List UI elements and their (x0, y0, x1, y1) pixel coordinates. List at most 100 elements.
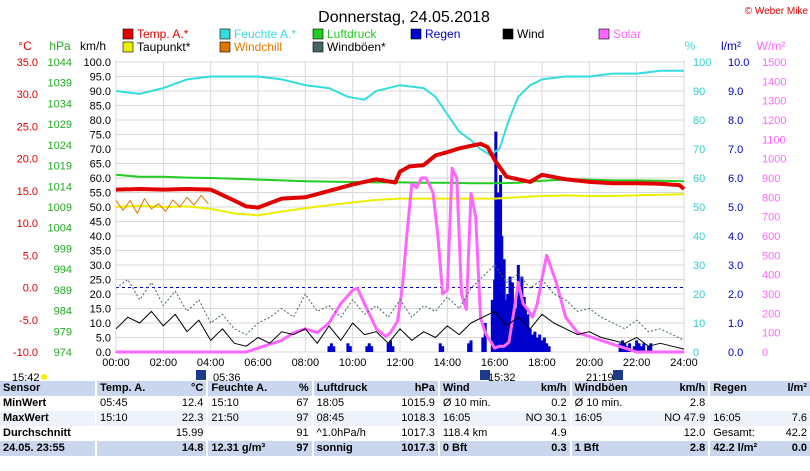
table-cell: 16:05 (569, 411, 648, 426)
pressure-tick-label: 994 (54, 264, 72, 276)
pressure-tick-label: 1009 (48, 202, 72, 214)
rain-bar (329, 343, 333, 352)
rain-bar (467, 343, 471, 352)
rain-bar (389, 340, 393, 352)
x-tick-label: 02:00 (150, 357, 178, 369)
table-cell: MaxWert (0, 411, 97, 426)
legend-label: Luftdruck (327, 27, 377, 41)
table-cell (569, 426, 648, 441)
table-cell: 67 (296, 397, 309, 409)
rain-bar (526, 314, 530, 352)
legend-label: Feuchte A.* (234, 27, 296, 41)
table-cell: 2.8 (647, 441, 710, 456)
stats-table-container: Sensor Temp. A. °C Feuchte A.% Luftdruck hPa W… (0, 381, 810, 471)
table-cell: NO 47.9 (647, 411, 710, 426)
table-cell: 14.8 (163, 441, 208, 456)
rain-tick-label: 9.0 (728, 86, 743, 98)
rain-tick-label: 5.0 (728, 202, 743, 214)
pressure-tick-label: 1014 (48, 181, 72, 193)
wind-tick-label: 20.0 (90, 289, 111, 301)
rain-tick-label: 1.0 (728, 318, 743, 330)
table-cell: Regen (708, 381, 775, 396)
temp-unit-label: °C (18, 39, 32, 53)
solar-tick-label: 1200 (762, 115, 786, 127)
axis-unit-labels: °C hPa km/h % l/m² W/m² (18, 39, 785, 53)
credit-text: © Weber Mike (745, 6, 809, 17)
rain-bar (481, 337, 485, 352)
table-cell: 16:05 (437, 411, 510, 426)
temp-tick-label: 35.0 (17, 57, 38, 69)
table-row: MaxWert 15:10 22.3 21:50 97 08:45 1018.3 16:05 N… (0, 411, 810, 426)
table-cell: km/h (647, 381, 710, 396)
table-cell: 15:10 (95, 411, 164, 426)
table-cell: 0.2 (551, 397, 567, 409)
rain-bar (346, 343, 350, 352)
table-cell: 15.99 (175, 427, 204, 439)
humidity-tick-label: 70 (693, 144, 705, 156)
pressure-tick-label: 1034 (48, 98, 72, 110)
pressure-tick-label: 979 (54, 326, 72, 338)
solar-tick-label: 500 (762, 250, 780, 262)
table-cell: Windböen (569, 381, 648, 396)
series-line (115, 194, 209, 214)
legend-swatch (410, 28, 422, 40)
table-cell: 42.2 l/m² (708, 441, 775, 456)
pressure-tick-label: 1039 (48, 78, 72, 90)
pressure-tick-label: 1029 (48, 119, 72, 131)
x-tick-label: 00:00 (102, 357, 130, 369)
rain-bar (490, 299, 494, 352)
x-tick-label: 12:00 (386, 357, 414, 369)
x-tick-label: 14:00 (434, 357, 462, 369)
temp-tick-label: -10.0 (13, 347, 38, 359)
legend-label: Windchill (234, 40, 282, 54)
rain-bar (370, 346, 374, 352)
table-cell: 2.8 (689, 397, 706, 409)
table-row: 24.05. 23:55 14.8 12.31 g/m³ 97 sonnig 1017.3… (0, 441, 810, 456)
table-cell: hPa (386, 381, 439, 396)
wind-tick-label: 70.0 (90, 144, 111, 156)
wind-tick-label: 65.0 (90, 159, 111, 171)
rain-bar (632, 346, 636, 352)
x-tick-label: 22:00 (623, 357, 651, 369)
pressure-tick-label: 989 (54, 285, 72, 297)
solar-tick-label: 400 (762, 270, 780, 282)
table-cell: 0.0 (774, 441, 810, 456)
humidity-tick-label: 30 (693, 260, 705, 272)
table-cell: 0 Bft (437, 441, 510, 456)
table-cell: Ø 10 min. (437, 396, 510, 411)
wind-tick-label: 100.0 (83, 57, 111, 69)
table-cell (95, 441, 164, 456)
table-cell: % (287, 381, 313, 396)
table-cell: 08:45 (311, 411, 387, 426)
solar-tick-label: 0 (762, 347, 768, 359)
legend-label: Windböen* (327, 40, 386, 54)
pressure-tick-label: 1024 (48, 140, 72, 152)
plot-area (115, 61, 686, 354)
rain-bar (528, 328, 532, 352)
wind-tick-label: 45.0 (90, 217, 111, 229)
legend-swatch (122, 41, 134, 53)
legend-swatch (312, 28, 324, 40)
solar-tick-label: 600 (762, 231, 780, 243)
pressure-axis-ticks: 1044 1039 1034 1029 1024 1019 1014 1009 1004 999 9… (48, 57, 72, 359)
rain-tick-label: 4.0 (728, 231, 743, 243)
table-cell: 42.2 (785, 427, 807, 439)
stats-table: Sensor Temp. A. °C Feuchte A.% Luftdruck hPa W… (0, 381, 810, 456)
pressure-tick-label: 1004 (48, 223, 72, 235)
rain-bar (547, 346, 551, 352)
table-cell: 18:05 (311, 396, 387, 411)
legend-label: Solar (613, 27, 641, 41)
table-cell: Wind (437, 381, 510, 396)
rain-bar (469, 340, 473, 352)
table-cell: 1017.3 (386, 441, 439, 456)
legend-label: Wind (517, 27, 544, 41)
rain-bar (642, 343, 646, 352)
solar-tick-label: 1400 (762, 76, 786, 88)
table-cell: sonnig (311, 441, 387, 456)
legend-swatch (598, 28, 610, 40)
x-tick-label: 10:00 (339, 357, 367, 369)
wind-tick-label: 90.0 (90, 86, 111, 98)
table-cell: 16:05 (708, 411, 775, 426)
table-cell (775, 396, 810, 411)
series-line (116, 166, 684, 354)
